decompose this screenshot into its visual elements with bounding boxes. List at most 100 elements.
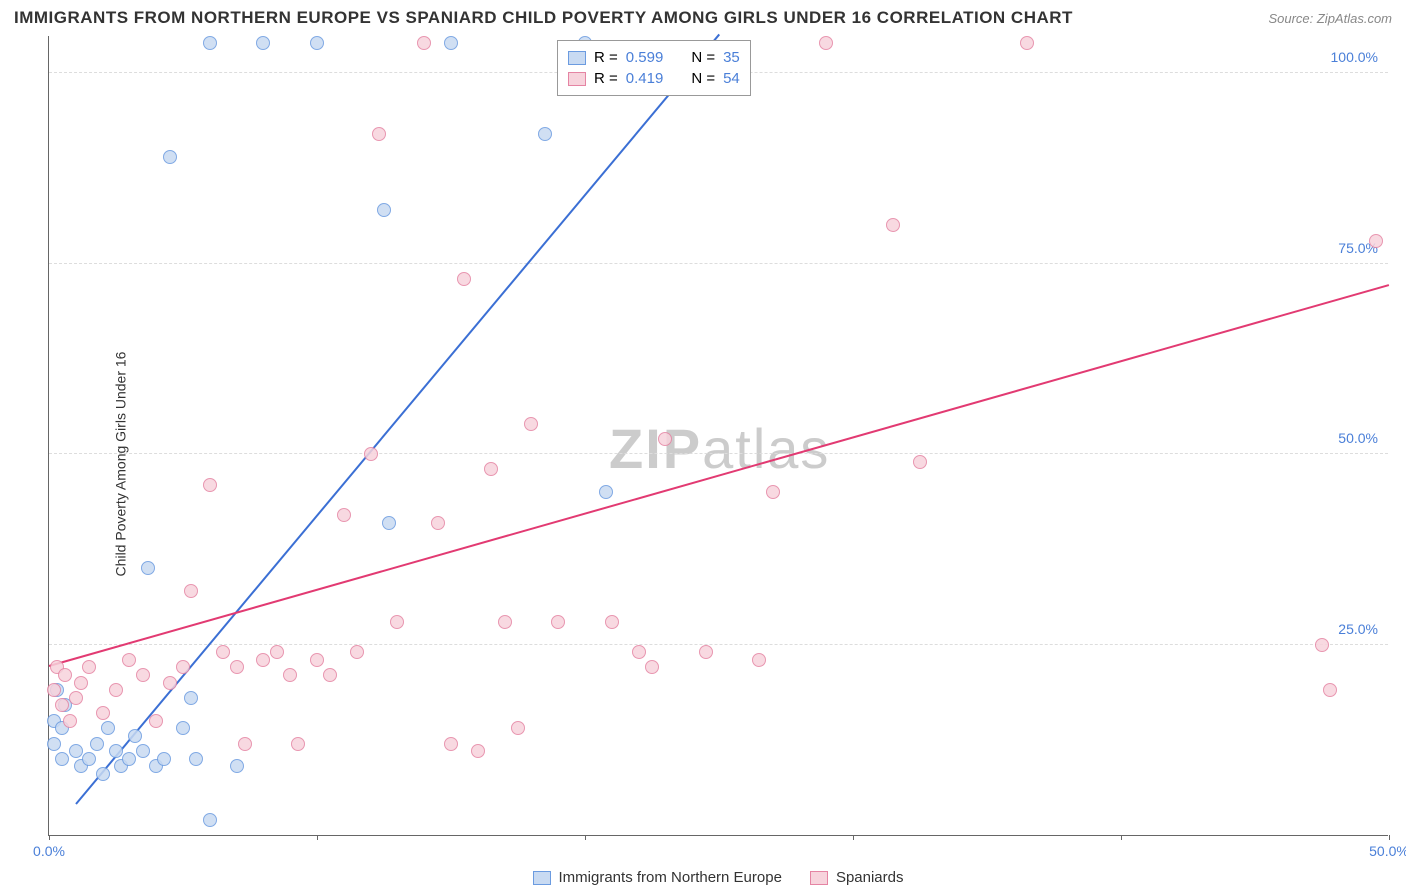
data-point [82,660,96,674]
data-point [390,615,404,629]
data-point [184,691,198,705]
data-point [101,721,115,735]
n-label: N = [691,70,715,87]
data-point [1020,36,1034,50]
r-value: 0.419 [626,70,664,87]
legend-label: Immigrants from Northern Europe [559,869,782,886]
r-label: R = [594,70,618,87]
data-point [184,584,198,598]
x-tick-mark [585,835,586,840]
data-point [55,752,69,766]
n-value: 54 [723,70,740,87]
data-point [752,653,766,667]
legend-swatch [568,51,586,65]
data-point [122,752,136,766]
data-point [538,127,552,141]
gridline [49,453,1388,454]
data-point [230,660,244,674]
r-label: R = [594,49,618,66]
y-tick-label: 25.0% [1338,621,1378,637]
legend-swatch [810,871,828,885]
data-point [323,668,337,682]
x-tick-label: 0.0% [33,843,65,859]
data-point [377,203,391,217]
data-point [163,150,177,164]
data-point [216,645,230,659]
data-point [310,36,324,50]
data-point [141,561,155,575]
data-point [766,485,780,499]
stats-legend-row: R = 0.419 N = 54 [568,68,740,89]
data-point [484,462,498,476]
x-tick-mark [1121,835,1122,840]
data-point [122,653,136,667]
legend-item: Spaniards [810,869,904,886]
data-point [364,447,378,461]
r-value: 0.599 [626,49,664,66]
x-tick-mark [1389,835,1390,840]
data-point [291,737,305,751]
legend-item: Immigrants from Northern Europe [533,869,782,886]
data-point [176,721,190,735]
data-point [350,645,364,659]
legend-bottom: Immigrants from Northern Europe Spaniards [48,869,1388,886]
data-point [1315,638,1329,652]
x-tick-mark [317,835,318,840]
data-point [109,744,123,758]
data-point [47,683,61,697]
data-point [645,660,659,674]
data-point [90,737,104,751]
n-value: 35 [723,49,740,66]
data-point [63,714,77,728]
data-point [176,660,190,674]
source-label: Source: ZipAtlas.com [1268,11,1392,26]
data-point [149,714,163,728]
x-tick-mark [853,835,854,840]
data-point [382,516,396,530]
data-point [551,615,565,629]
data-point [599,485,613,499]
legend-swatch [568,72,586,86]
data-point [230,759,244,773]
data-point [524,417,538,431]
data-point [283,668,297,682]
data-point [658,432,672,446]
data-point [74,676,88,690]
data-point [69,691,83,705]
data-point [1369,234,1383,248]
data-point [310,653,324,667]
data-point [913,455,927,469]
data-point [163,676,177,690]
stats-legend: R = 0.599 N = 35 R = 0.419 N = 54 [557,40,751,96]
gridline [49,644,1388,645]
data-point [96,706,110,720]
data-point [417,36,431,50]
data-point [372,127,386,141]
data-point [136,668,150,682]
x-tick-mark [49,835,50,840]
data-point [256,653,270,667]
data-point [136,744,150,758]
data-point [431,516,445,530]
data-point [256,36,270,50]
data-point [498,615,512,629]
data-point [886,218,900,232]
n-label: N = [691,49,715,66]
data-point [203,36,217,50]
data-point [55,698,69,712]
y-tick-label: 50.0% [1338,430,1378,446]
data-point [471,744,485,758]
stats-legend-row: R = 0.599 N = 35 [568,47,740,68]
y-tick-label: 100.0% [1331,49,1378,65]
data-point [337,508,351,522]
data-point [819,36,833,50]
data-point [699,645,713,659]
data-point [444,36,458,50]
legend-label: Spaniards [836,869,904,886]
chart-container: Child Poverty Among Girls Under 16 ZIPat… [0,36,1406,892]
data-point [47,737,61,751]
data-point [605,615,619,629]
data-point [511,721,525,735]
plot-area: ZIPatlas 25.0%50.0%75.0%100.0%0.0%50.0%R… [48,36,1388,836]
data-point [1323,683,1337,697]
